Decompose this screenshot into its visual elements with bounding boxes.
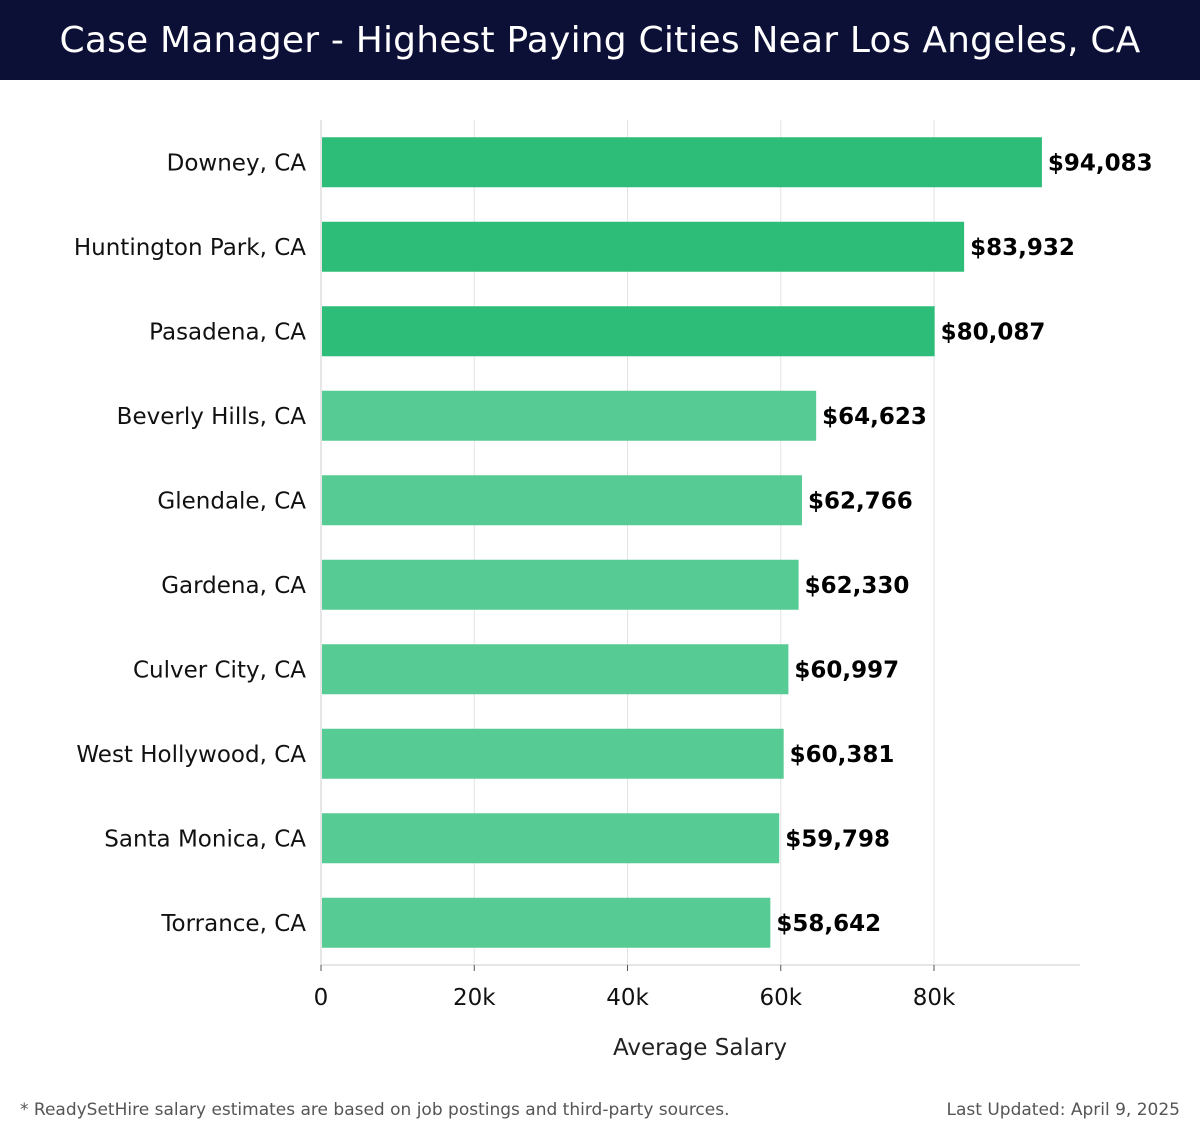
category-label-1: Huntington Park, CA: [74, 235, 306, 261]
footnote: * ReadySetHire salary estimates are base…: [20, 1100, 730, 1120]
category-label-3: Beverly Hills, CA: [117, 404, 307, 430]
value-label-5: $62,330: [805, 573, 910, 599]
category-label-9: Torrance, CA: [160, 911, 306, 937]
bar-6: [322, 644, 789, 695]
value-label-0: $94,083: [1048, 150, 1153, 176]
category-label-6: Culver City, CA: [133, 657, 306, 683]
value-label-6: $60,997: [794, 657, 899, 683]
bar-7: [322, 728, 784, 779]
category-label-5: Gardena, CA: [161, 573, 306, 599]
x-tick-label-3: 60k: [759, 985, 802, 1011]
bar-9: [322, 897, 771, 948]
bar-1: [322, 221, 965, 272]
bar-chart: 0 20k 40k 60k 80k $94,083 Downey, CA $83,932 Hu…: [74, 120, 1153, 1061]
value-label-3: $64,623: [822, 404, 927, 430]
category-label-8: Santa Monica, CA: [104, 826, 306, 852]
x-axis-title: Average Salary: [613, 1035, 787, 1061]
value-label-2: $80,087: [941, 319, 1046, 345]
bar-5: [322, 559, 799, 610]
bar-2: [322, 306, 935, 357]
category-label-4: Glendale, CA: [157, 488, 306, 514]
labels: $94,083 Downey, CA $83,932 Huntington Park,…: [74, 150, 1153, 937]
bars: [322, 137, 1042, 948]
x-tick-label-4: 80k: [913, 985, 956, 1011]
value-label-1: $83,932: [970, 235, 1075, 261]
category-label-2: Pasadena, CA: [149, 319, 306, 345]
x-tick-label-1: 20k: [453, 985, 496, 1011]
category-label-0: Downey, CA: [167, 150, 307, 176]
bar-4: [322, 475, 802, 526]
category-label-7: West Hollywood, CA: [76, 742, 306, 768]
x-tick-label-0: 0: [314, 985, 329, 1011]
value-label-8: $59,798: [785, 826, 890, 852]
value-label-9: $58,642: [776, 911, 881, 937]
bar-3: [322, 390, 817, 441]
value-label-7: $60,381: [790, 742, 895, 768]
bar-8: [322, 813, 780, 864]
last-updated: Last Updated: April 9, 2025: [946, 1100, 1180, 1120]
bar-0: [322, 137, 1042, 188]
chart-title: Case Manager - Highest Paying Cities Nea…: [0, 0, 1200, 80]
value-label-4: $62,766: [808, 488, 913, 514]
x-axis: 0 20k 40k 60k 80k: [314, 120, 1080, 1011]
x-tick-label-2: 40k: [606, 985, 649, 1011]
